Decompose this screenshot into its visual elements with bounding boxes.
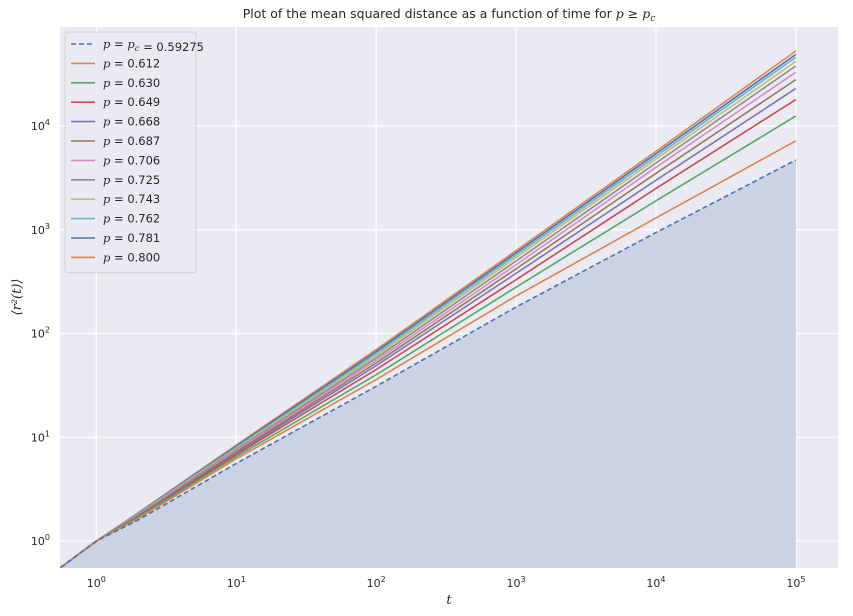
x-axis-label: t <box>446 593 452 608</box>
series-layer <box>60 50 797 568</box>
legend-label-0: p = pc = 0.59275 <box>103 37 204 54</box>
legend-label-6: p = 0.706 <box>103 153 160 167</box>
legend-label-5: p = 0.687 <box>103 134 160 148</box>
legend-label-1: p = 0.612 <box>103 56 160 70</box>
legend-label-8: p = 0.743 <box>103 192 160 206</box>
legend-label-10: p = 0.781 <box>103 231 160 245</box>
legend-box <box>64 31 197 274</box>
y-axis-ticks: 100 101 102 103 104 <box>31 118 50 548</box>
series-line-0 <box>60 159 797 568</box>
legend-label-9: p = 0.762 <box>103 212 160 226</box>
x-tick-label-1: 101 <box>227 575 246 590</box>
y-tick-label-1: 101 <box>31 429 50 444</box>
x-tick-label-4: 104 <box>646 575 665 590</box>
area-fill-layer <box>60 160 796 568</box>
area-under-critical-series <box>60 160 796 568</box>
y-tick-label-3: 103 <box>31 222 50 237</box>
x-tick-label-0: 100 <box>87 575 106 590</box>
y-tick-label-0: 100 <box>31 533 50 548</box>
x-axis-ticks: 100 101 102 103 104 105 <box>87 575 806 590</box>
y-tick-label-4: 104 <box>31 118 50 133</box>
x-tick-label-3: 103 <box>507 575 526 590</box>
legend: p = pc = 0.59275 p = 0.612 p = 0.630 p = 0.… <box>64 31 204 274</box>
legend-label-11: p = 0.800 <box>103 250 160 264</box>
chart-title: Plot of the mean squared distance as a f… <box>243 6 656 24</box>
y-tick-label-2: 102 <box>31 326 50 341</box>
legend-label-7: p = 0.725 <box>103 173 160 187</box>
x-tick-label-2: 102 <box>367 575 386 590</box>
legend-label-3: p = 0.649 <box>103 95 160 109</box>
y-axis-label: ⟨r²(t)⟩ <box>10 279 25 316</box>
x-tick-label-5: 105 <box>786 575 805 590</box>
legend-label-2: p = 0.630 <box>103 76 160 90</box>
legend-label-4: p = 0.668 <box>103 115 160 129</box>
